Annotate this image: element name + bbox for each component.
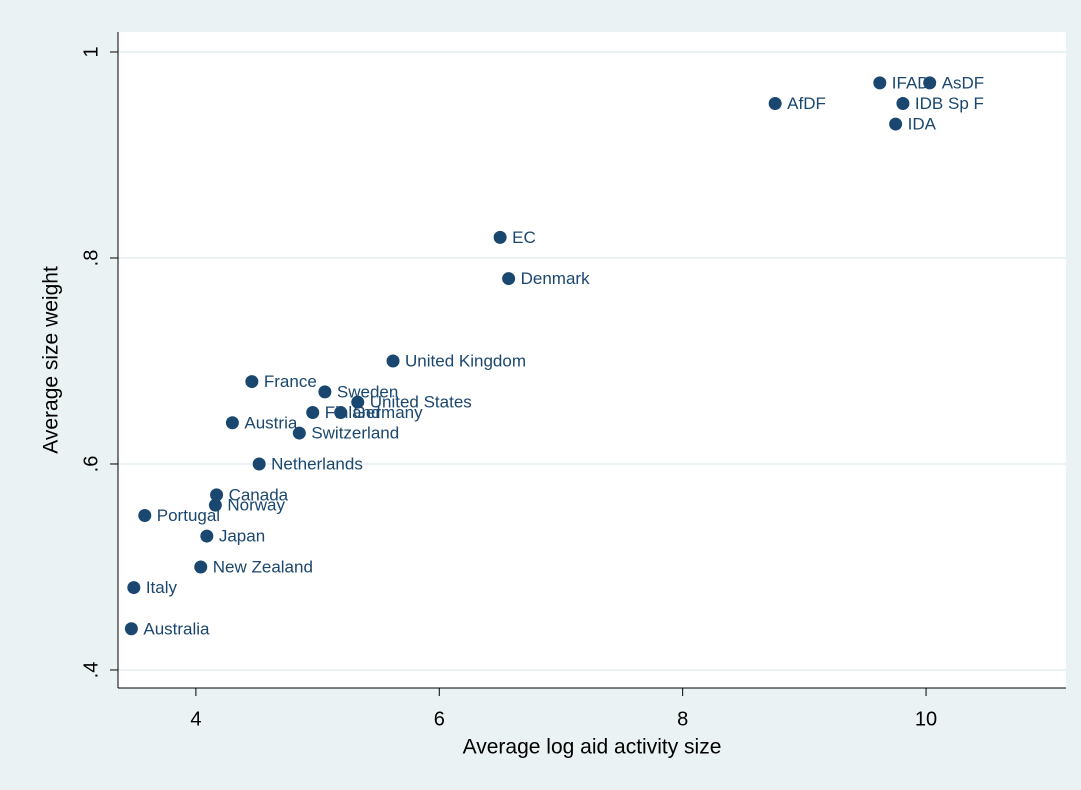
point-label: Germany bbox=[353, 403, 423, 422]
point-label: IDB Sp F bbox=[915, 94, 984, 113]
point bbox=[351, 395, 365, 409]
point-label: Japan bbox=[219, 527, 265, 546]
point bbox=[896, 96, 910, 110]
y-tick-label: 1 bbox=[80, 46, 102, 57]
point bbox=[768, 96, 782, 110]
point-label: IFAD bbox=[892, 73, 930, 92]
point bbox=[493, 230, 507, 244]
point bbox=[252, 457, 266, 471]
point-label: Canada bbox=[229, 485, 289, 504]
point-label: Denmark bbox=[521, 269, 590, 288]
point bbox=[306, 405, 320, 419]
y-axis-title: Average size weight bbox=[40, 266, 63, 454]
x-tick-label: 6 bbox=[434, 708, 445, 730]
point bbox=[225, 416, 239, 430]
point bbox=[200, 529, 214, 543]
point bbox=[292, 426, 306, 440]
x-tick-label: 10 bbox=[915, 708, 937, 730]
point-label: United States bbox=[370, 393, 472, 412]
point bbox=[923, 76, 937, 90]
x-tick-label: 4 bbox=[190, 708, 201, 730]
point-label: Austria bbox=[244, 413, 297, 432]
point bbox=[208, 498, 222, 512]
point bbox=[889, 117, 903, 131]
point-label: Italy bbox=[146, 578, 178, 597]
point bbox=[194, 560, 208, 574]
point-label: New Zealand bbox=[213, 557, 313, 576]
point bbox=[334, 405, 348, 419]
point-label: IDA bbox=[908, 115, 937, 134]
point-label: Netherlands bbox=[271, 454, 363, 473]
point-label: Switzerland bbox=[311, 424, 399, 443]
point-label: Portugal bbox=[157, 506, 220, 525]
point bbox=[502, 272, 516, 286]
point-label: Sweden bbox=[337, 382, 398, 401]
point bbox=[210, 488, 224, 502]
point bbox=[386, 354, 400, 368]
point bbox=[245, 375, 259, 389]
x-tick-label: 8 bbox=[677, 708, 688, 730]
point bbox=[127, 581, 141, 595]
point-label: United Kingdom bbox=[405, 351, 526, 370]
x-axis-title: Average log aid activity size bbox=[463, 736, 722, 759]
point-label: AsDF bbox=[942, 73, 985, 92]
point bbox=[124, 622, 138, 636]
plot-area bbox=[118, 32, 1066, 688]
point-label: EC bbox=[512, 228, 536, 247]
point-label: Norway bbox=[227, 496, 285, 515]
point-label: France bbox=[264, 372, 317, 391]
y-tick-label: .8 bbox=[80, 250, 102, 267]
point bbox=[873, 76, 887, 90]
point-label: Australia bbox=[143, 619, 210, 638]
point bbox=[318, 385, 332, 399]
point-label: AfDF bbox=[787, 94, 826, 113]
y-tick-label: .6 bbox=[80, 456, 102, 473]
point bbox=[138, 508, 152, 522]
y-tick-label: .4 bbox=[80, 662, 102, 679]
